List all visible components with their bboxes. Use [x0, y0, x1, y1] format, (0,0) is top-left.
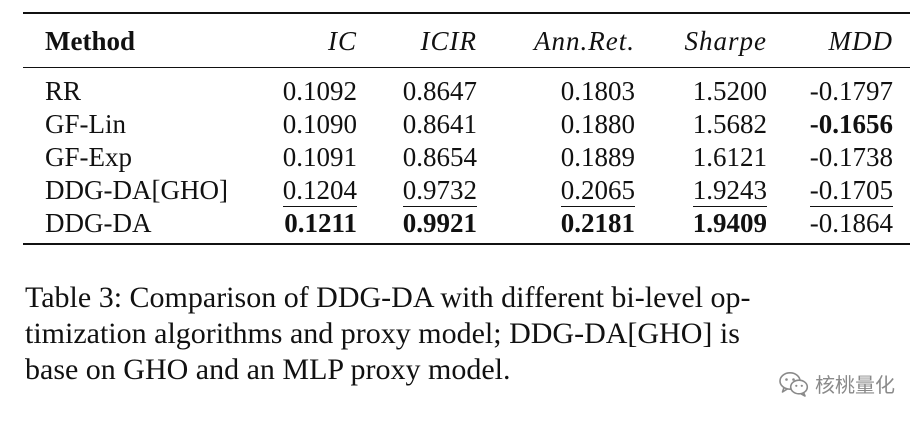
table-caption: Table 3: Comparison of DDG-DA with diffe… — [25, 280, 855, 388]
row-method-gf-exp: GF-Exp — [45, 142, 132, 172]
header-ann-ret: Ann.Ret. — [534, 26, 635, 56]
cell-ic-best: 0.1211 — [284, 208, 357, 238]
header-mdd: MDD — [828, 26, 893, 56]
cell-mdd-second: -0.1705 — [809, 175, 893, 207]
cell-icir-second: 0.9732 — [402, 175, 477, 207]
header-method: Method — [45, 26, 135, 56]
table-row: RR 0.1092 0.8647 0.1803 1.5200 -0.1797 — [0, 76, 917, 109]
cell-ann-ret: 0.1880 — [560, 109, 635, 139]
cell-mdd-best: -0.1656 — [809, 109, 893, 139]
header-sharpe: Sharpe — [684, 26, 767, 56]
table-mid-rule — [23, 67, 910, 68]
cell-icir: 0.8641 — [402, 109, 477, 139]
cell-mdd: -0.1797 — [809, 76, 893, 106]
row-method-rr: RR — [45, 76, 82, 106]
cell-ic-value: 0.1204 — [282, 175, 357, 207]
cell-ic: 0.1091 — [282, 142, 357, 172]
cell-sharpe: 1.5682 — [692, 109, 767, 139]
watermark-text: 核桃量化 — [815, 373, 895, 397]
results-table: Method IC ICIR Ann.Ret. Sharpe MDD RR 0.… — [0, 12, 917, 245]
table-row: DDG-DA[GHO] 0.1204 0.9732 0.2065 1.9243 … — [0, 175, 917, 208]
table-row: DDG-DA 0.1211 0.9921 0.2181 1.9409 -0.18… — [0, 208, 917, 241]
cell-ic: 0.1090 — [282, 109, 357, 139]
cell-ann-ret: 0.1803 — [560, 76, 635, 106]
caption-line: base on GHO and an MLP proxy model. — [25, 353, 511, 386]
table-row: GF-Lin 0.1090 0.8641 0.1880 1.5682 -0.16… — [0, 109, 917, 142]
cell-ann-ret-best: 0.2181 — [560, 208, 635, 238]
cell-ann-ret: 0.1889 — [560, 142, 635, 172]
row-method-gf-lin: GF-Lin — [45, 109, 126, 139]
cell-icir-best: 0.9921 — [402, 208, 477, 238]
row-method-ddg-da: DDG-DA — [45, 208, 152, 238]
cell-mdd: -0.1864 — [809, 208, 893, 238]
cell-ic: 0.1092 — [282, 76, 357, 106]
cell-icir: 0.8654 — [402, 142, 477, 172]
table-row: GF-Exp 0.1091 0.8654 0.1889 1.6121 -0.17… — [0, 142, 917, 175]
cell-ann-ret-second: 0.2065 — [560, 175, 635, 207]
caption-line: Table 3: Comparison of DDG-DA with diffe… — [25, 281, 751, 314]
cell-sharpe: 1.5200 — [692, 76, 767, 106]
table-top-rule — [23, 12, 910, 14]
table-bottom-rule — [23, 243, 910, 245]
cell-sharpe-best: 1.9409 — [692, 208, 767, 238]
caption-line: timization algorithms and proxy model; D… — [25, 317, 740, 350]
cell-sharpe: 1.6121 — [692, 142, 767, 172]
wechat-icon — [779, 371, 809, 397]
watermark: 核桃量化 — [779, 369, 895, 398]
header-icir: ICIR — [420, 26, 477, 56]
header-ic: IC — [328, 26, 357, 56]
row-method-ddg-da-gho: DDG-DA[GHO] — [45, 175, 228, 205]
cell-icir-value: 0.9732 — [402, 175, 477, 207]
cell-sharpe-value: 1.9243 — [692, 175, 767, 207]
cell-mdd: -0.1738 — [809, 142, 893, 172]
cell-sharpe-second: 1.9243 — [692, 175, 767, 207]
cell-ic-second: 0.1204 — [282, 175, 357, 207]
cell-ann-ret-value: 0.2065 — [560, 175, 635, 207]
cell-icir: 0.8647 — [402, 76, 477, 106]
cell-mdd-value: -0.1705 — [809, 175, 893, 207]
